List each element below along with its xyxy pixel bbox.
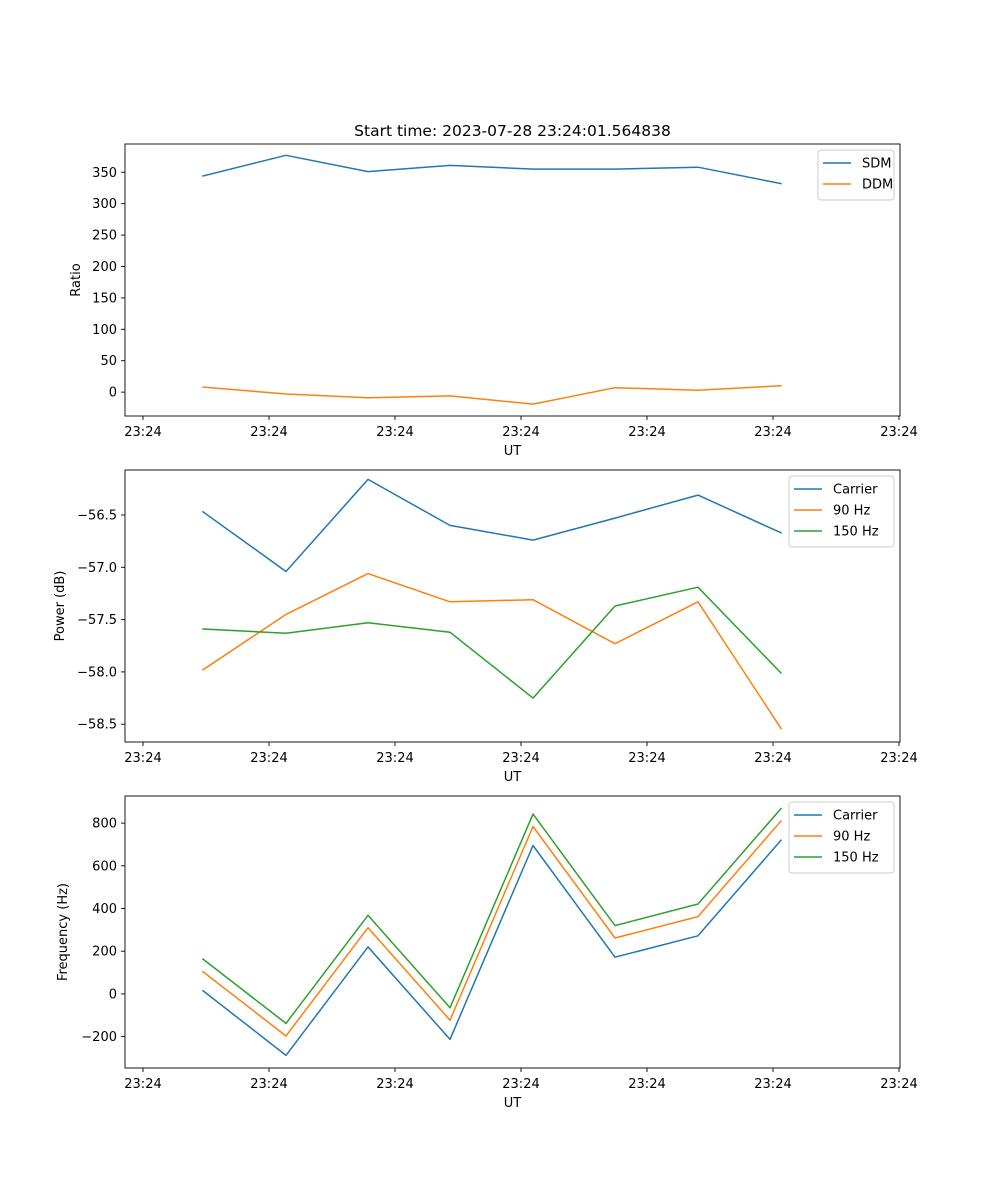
legend-box — [788, 801, 895, 874]
x-tick-label: 23:24 — [250, 751, 287, 766]
y-tick-label: 200 — [92, 945, 117, 960]
series-line-150-hz — [202, 586, 783, 699]
legend-entry-label: SDM — [862, 157, 891, 172]
y-tick-label: −58.5 — [77, 718, 117, 733]
x-tick-label: 23:24 — [628, 1077, 665, 1092]
y-tick-label: 250 — [92, 229, 117, 244]
series-line-90-hz — [201, 819, 783, 1037]
legend-entry-label: 150 Hz — [833, 525, 879, 540]
y-axis-label: Ratio — [69, 263, 84, 296]
y-tick-label: 350 — [92, 166, 117, 181]
x-tick-label: 23:24 — [502, 751, 539, 766]
axes-3: 23:24 23:24 23:24 23:24 23:24 23:24 23:24 −200 0… — [56, 795, 918, 1111]
y-tick-label: −58.0 — [77, 665, 117, 680]
x-tick-label: 23:24 — [502, 1077, 539, 1092]
x-tick-label: 23:24 — [124, 1077, 161, 1092]
x-tick-label: 23:24 — [754, 425, 791, 440]
y-tick-label: 200 — [92, 260, 117, 275]
series-line-carrier — [201, 478, 782, 573]
plots: 23:24 23:24 23:24 23:24 23:24 23:24 23:24 0 50 10… — [53, 143, 918, 1111]
y-tick-label: 600 — [92, 859, 117, 874]
axes-frame — [124, 795, 901, 1069]
x-tick-label: 23:24 — [880, 1077, 917, 1092]
legend-entry-label: 90 Hz — [833, 830, 870, 845]
series-line-90-hz — [201, 572, 783, 730]
x-tick-label: 23:24 — [880, 425, 917, 440]
x-tick-label: 23:24 — [250, 425, 287, 440]
legend-entry-label: Carrier — [833, 483, 878, 498]
x-tick-label: 23:24 — [628, 751, 665, 766]
legend-box — [788, 475, 895, 548]
x-tick-label: 23:24 — [250, 1077, 287, 1092]
legend-entry-label: 90 Hz — [833, 504, 870, 519]
y-axis-label: Frequency (Hz) — [56, 883, 71, 981]
x-tick-label: 23:24 — [124, 751, 161, 766]
axes-frame — [124, 469, 901, 743]
axes-1: 23:24 23:24 23:24 23:24 23:24 23:24 23:24 0 50 10… — [69, 143, 918, 459]
y-tick-label: 150 — [92, 291, 117, 306]
y-axis-label: Power (dB) — [53, 571, 68, 642]
x-axis-label: UT — [504, 770, 522, 785]
x-tick-label: 23:24 — [124, 425, 161, 440]
legend: Carrier 90 Hz 150 Hz — [788, 801, 895, 874]
series-line-sdm — [202, 154, 782, 185]
x-tick-label: 23:24 — [376, 1077, 413, 1092]
x-tick-label: 23:24 — [880, 751, 917, 766]
legend: Carrier 90 Hz 150 Hz — [788, 475, 895, 548]
axes-frame — [124, 143, 901, 417]
y-tick-label: 0 — [109, 987, 117, 1002]
x-tick-label: 23:24 — [376, 425, 413, 440]
series-line-ddm — [202, 385, 782, 405]
axes-2: 23:24 23:24 23:24 23:24 23:24 23:24 23:24 −58.5… — [53, 469, 918, 785]
y-tick-label: 100 — [92, 323, 117, 338]
legend-entry-label: 150 Hz — [833, 851, 879, 866]
y-tick-label: −57.5 — [77, 613, 117, 628]
y-tick-label: 50 — [100, 354, 117, 369]
x-tick-label: 23:24 — [754, 751, 791, 766]
series-line-carrier — [201, 839, 783, 1057]
y-tick-label: −200 — [81, 1030, 117, 1045]
y-tick-label: 400 — [92, 902, 117, 917]
legend-entry-label: DDM — [862, 178, 893, 193]
y-tick-label: 0 — [109, 386, 117, 401]
x-axis-label: UT — [504, 444, 522, 459]
x-tick-label: 23:24 — [628, 425, 665, 440]
y-tick-label: 300 — [92, 197, 117, 212]
y-tick-label: −56.5 — [77, 508, 117, 523]
y-tick-label: 800 — [92, 817, 117, 832]
legend: SDM DDM — [817, 149, 895, 201]
x-tick-label: 23:24 — [754, 1077, 791, 1092]
x-tick-label: 23:24 — [502, 425, 539, 440]
x-axis-label: UT — [504, 1096, 522, 1111]
x-tick-label: 23:24 — [376, 751, 413, 766]
series-line-150-hz — [201, 807, 783, 1025]
legend-entry-label: Carrier — [833, 809, 878, 824]
y-tick-label: −57.0 — [77, 561, 117, 576]
figure-title: Start time: 2023-07-28 23:24:01.564838 — [354, 122, 671, 140]
